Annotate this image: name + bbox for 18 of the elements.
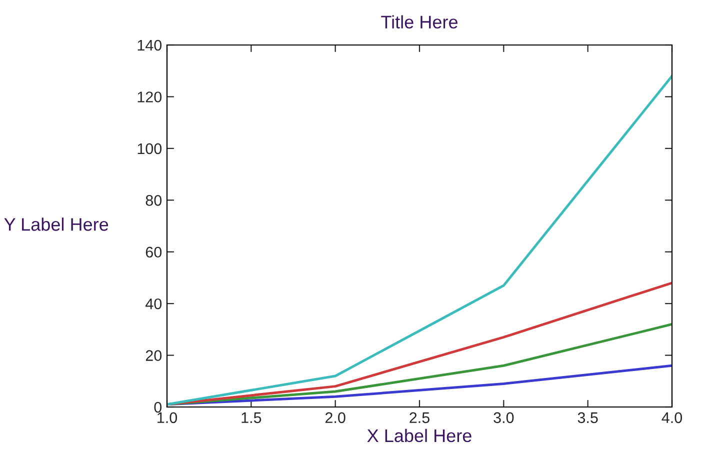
x-tick-label: 4.0 [662, 412, 682, 424]
y-axis-title: Y Label Here [4, 218, 108, 231]
x-tick-label: 1.0 [158, 412, 178, 424]
y-tick-label: 40 [146, 298, 162, 310]
y-tick-label: 0 [154, 402, 162, 413]
y-tick-label: 100 [138, 143, 162, 154]
x-tick-label: 3.5 [578, 412, 598, 424]
x-tick-label: 2.0 [325, 412, 346, 424]
y-tick-label: 60 [146, 246, 162, 258]
y-tick-label: 80 [146, 195, 162, 206]
chart-title: Title Here [381, 15, 458, 29]
x-tick-label: 2.5 [410, 412, 430, 424]
x-tick-label: 3.0 [494, 412, 514, 424]
y-tick-label: 140 [138, 40, 162, 51]
x-axis-title: X Label Here [367, 428, 472, 442]
x-tick-label: 1.5 [242, 412, 262, 424]
y-tick-label: 120 [138, 92, 162, 102]
y-tick-label: 20 [146, 350, 162, 361]
